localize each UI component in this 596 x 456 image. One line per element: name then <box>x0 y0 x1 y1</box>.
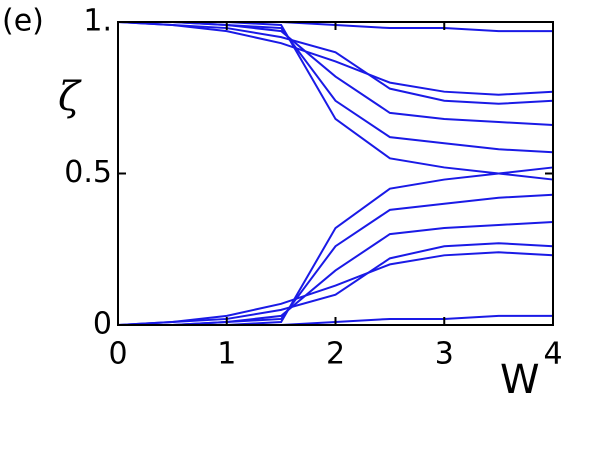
line-series <box>118 21 554 127</box>
plot-frame <box>117 21 554 326</box>
line-series <box>117 242 554 326</box>
line-series <box>118 193 554 326</box>
y-tick-label: 0 <box>93 307 112 342</box>
panel-label: (e) <box>2 4 44 39</box>
y-tick-label: 0.5 <box>64 155 112 190</box>
y-tick-label: 1. <box>83 4 112 39</box>
x-tick-label: 0 <box>108 337 127 372</box>
x-tick-label: 4 <box>543 337 562 372</box>
line-series <box>118 220 554 326</box>
x-tick-label: 2 <box>326 337 345 372</box>
x-tick-label: 1 <box>217 337 236 372</box>
line-series <box>117 21 554 105</box>
x-tick-label: 3 <box>435 337 454 372</box>
x-axis-label: W <box>500 357 540 403</box>
line-series <box>117 251 554 326</box>
line-series <box>118 21 554 154</box>
y-axis-label: ζ <box>58 74 82 120</box>
line-series <box>117 21 554 96</box>
